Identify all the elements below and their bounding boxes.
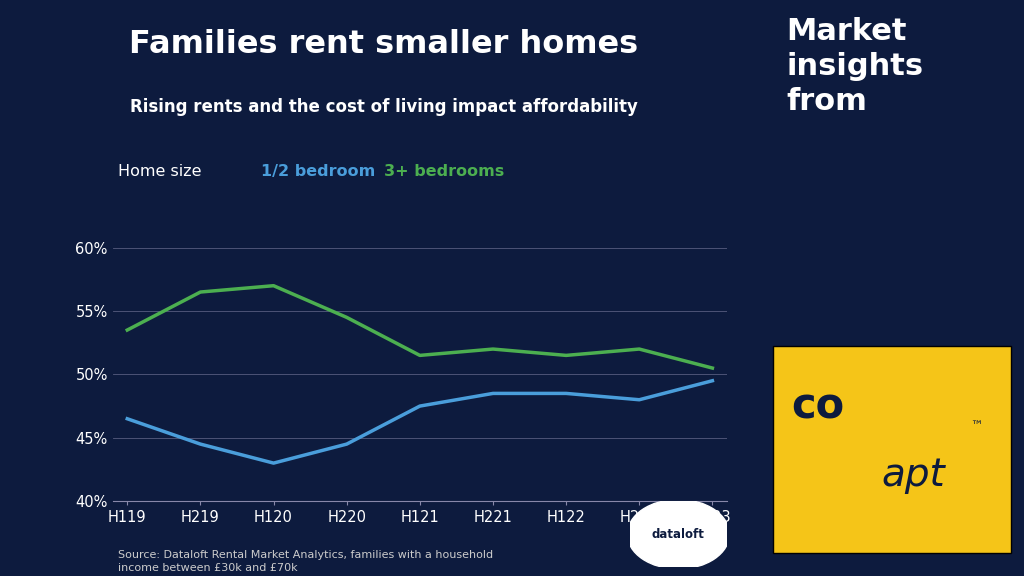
Text: Source: Dataloft Rental Market Analytics, families with a household
income betwe: Source: Dataloft Rental Market Analytics…	[118, 550, 493, 573]
Text: 3+ bedrooms: 3+ bedrooms	[384, 164, 504, 179]
Text: dataloft: dataloft	[652, 528, 705, 541]
Text: Home size: Home size	[118, 164, 202, 179]
Text: Rising rents and the cost of living impact affordability: Rising rents and the cost of living impa…	[130, 98, 638, 116]
Text: Market
insights
from: Market insights from	[786, 17, 924, 116]
Text: co: co	[792, 385, 845, 427]
Text: Families rent smaller homes: Families rent smaller homes	[129, 29, 639, 60]
Text: ™: ™	[970, 420, 983, 433]
Text: apt: apt	[882, 456, 945, 494]
Ellipse shape	[628, 499, 729, 569]
FancyBboxPatch shape	[773, 346, 1011, 553]
Text: 1/2 bedroom: 1/2 bedroom	[261, 164, 376, 179]
